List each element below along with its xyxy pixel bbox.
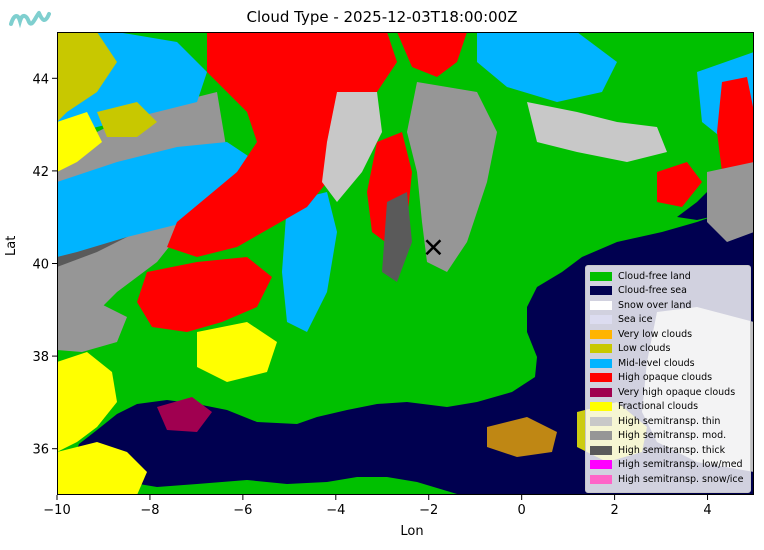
y-tick-label: 40 xyxy=(32,258,49,273)
marker-layer xyxy=(425,239,442,256)
cloud-grey-south xyxy=(57,302,127,352)
cloud-mid-ne xyxy=(477,32,617,102)
legend-label: Sea ice xyxy=(618,314,653,326)
y-axis-label: Lat xyxy=(4,235,19,256)
logo-icon xyxy=(9,11,51,29)
legend-label: High semitransp. thin xyxy=(618,415,721,427)
cloud-grey-far-east xyxy=(707,162,754,242)
y-tick-label: 38 xyxy=(32,350,49,365)
legend-item: High semitransp. thick xyxy=(590,443,746,458)
legend-swatch xyxy=(590,445,612,455)
x-tick-label: −10 xyxy=(43,503,70,518)
cloud-thick-center xyxy=(382,192,412,282)
legend-swatch xyxy=(590,315,612,325)
cloud-fractional-sw xyxy=(57,352,117,452)
y-tick-label: 42 xyxy=(32,165,49,180)
cloud-east-sea-orange xyxy=(487,417,557,457)
legend-item: Sea ice xyxy=(590,313,746,328)
legend-label: High semitransp. mod. xyxy=(618,430,727,442)
cloud-grey-center xyxy=(407,82,497,272)
legend-item: Fractional clouds xyxy=(590,400,746,415)
legend-label: Very low clouds xyxy=(618,328,693,340)
legend-label: Fractional clouds xyxy=(618,401,699,413)
legend-item: Snow over land xyxy=(590,298,746,313)
cloud-red-band2 xyxy=(137,257,272,332)
legend-label: Very high opaque clouds xyxy=(618,386,736,398)
legend-swatch xyxy=(590,387,612,397)
axes-frame xyxy=(57,32,754,495)
cloud-grey-center2 xyxy=(322,92,382,202)
legend-swatch xyxy=(590,431,612,441)
cloud-red-east2 xyxy=(657,162,702,207)
legend-item: High semitransp. low/med xyxy=(590,458,746,473)
legend-label: Mid-level clouds xyxy=(618,357,695,369)
legend-swatch xyxy=(590,373,612,383)
legend-label: Low clouds xyxy=(618,343,671,355)
x-tick-label: −6 xyxy=(233,503,252,518)
legend: Cloud-free land Cloud-free sea Snow over l… xyxy=(585,265,751,493)
y-tick-label: 44 xyxy=(32,72,49,87)
legend-swatch xyxy=(590,474,612,484)
legend-swatch xyxy=(590,329,612,339)
cloud-very-high xyxy=(157,397,212,432)
map-canvas xyxy=(57,32,754,495)
location-marker-icon xyxy=(425,239,442,256)
legend-swatch xyxy=(590,358,612,368)
cloud-fractional-nw xyxy=(57,112,102,172)
legend-label: Snow over land xyxy=(618,299,692,311)
legend-item: Very low clouds xyxy=(590,327,746,342)
legend-item: Low clouds xyxy=(590,342,746,357)
cloud-grey-se xyxy=(527,102,667,162)
legend-label: Cloud-free land xyxy=(618,270,691,282)
x-tick-label: 4 xyxy=(703,503,711,518)
x-tick-label: −8 xyxy=(140,503,159,518)
legend-item: High semitransp. thin xyxy=(590,414,746,429)
legend-swatch xyxy=(590,344,612,354)
legend-label: Cloud-free sea xyxy=(618,285,687,297)
legend-item: Cloud-free sea xyxy=(590,284,746,299)
legend-label: High semitransp. low/med xyxy=(618,459,743,471)
cloud-type-map xyxy=(57,32,754,495)
legend-item: Very high opaque clouds xyxy=(590,385,746,400)
cloud-red-main xyxy=(167,32,397,257)
legend-label: High opaque clouds xyxy=(618,372,713,384)
cloud-fractional-center xyxy=(197,322,277,382)
cloud-mid-center xyxy=(282,192,337,332)
legend-item: High opaque clouds xyxy=(590,371,746,386)
legend-swatch xyxy=(590,271,612,281)
cloud-lowclouds xyxy=(97,102,157,137)
x-tick-label: 0 xyxy=(518,503,526,518)
x-axis-label: Lon xyxy=(400,524,424,539)
cloud-mid-band xyxy=(57,142,257,257)
legend-swatch xyxy=(590,402,612,412)
legend-swatch xyxy=(590,416,612,426)
legend-item: High semitransp. mod. xyxy=(590,429,746,444)
legend-swatch xyxy=(590,460,612,470)
legend-swatch xyxy=(590,300,612,310)
cloud-red-north xyxy=(397,32,467,77)
x-tick-label: −4 xyxy=(326,503,345,518)
legend-swatch xyxy=(590,286,612,296)
x-tick-label: 2 xyxy=(610,503,618,518)
legend-item: Mid-level clouds xyxy=(590,356,746,371)
cloud-red-east xyxy=(717,77,754,192)
legend-item: High semitransp. snow/ice xyxy=(590,472,746,487)
map-title: Cloud Type - 2025-12-03T18:00:00Z xyxy=(246,8,518,26)
y-tick-label: 36 xyxy=(32,443,49,458)
cloud-fractional-sw2 xyxy=(57,442,147,495)
legend-label: High semitransp. snow/ice xyxy=(618,473,744,485)
cloud-yellow-nw xyxy=(57,32,117,122)
legend-item: Cloud-free land xyxy=(590,269,746,284)
x-tick-label: −2 xyxy=(419,503,438,518)
legend-label: High semitransp. thick xyxy=(618,444,726,456)
